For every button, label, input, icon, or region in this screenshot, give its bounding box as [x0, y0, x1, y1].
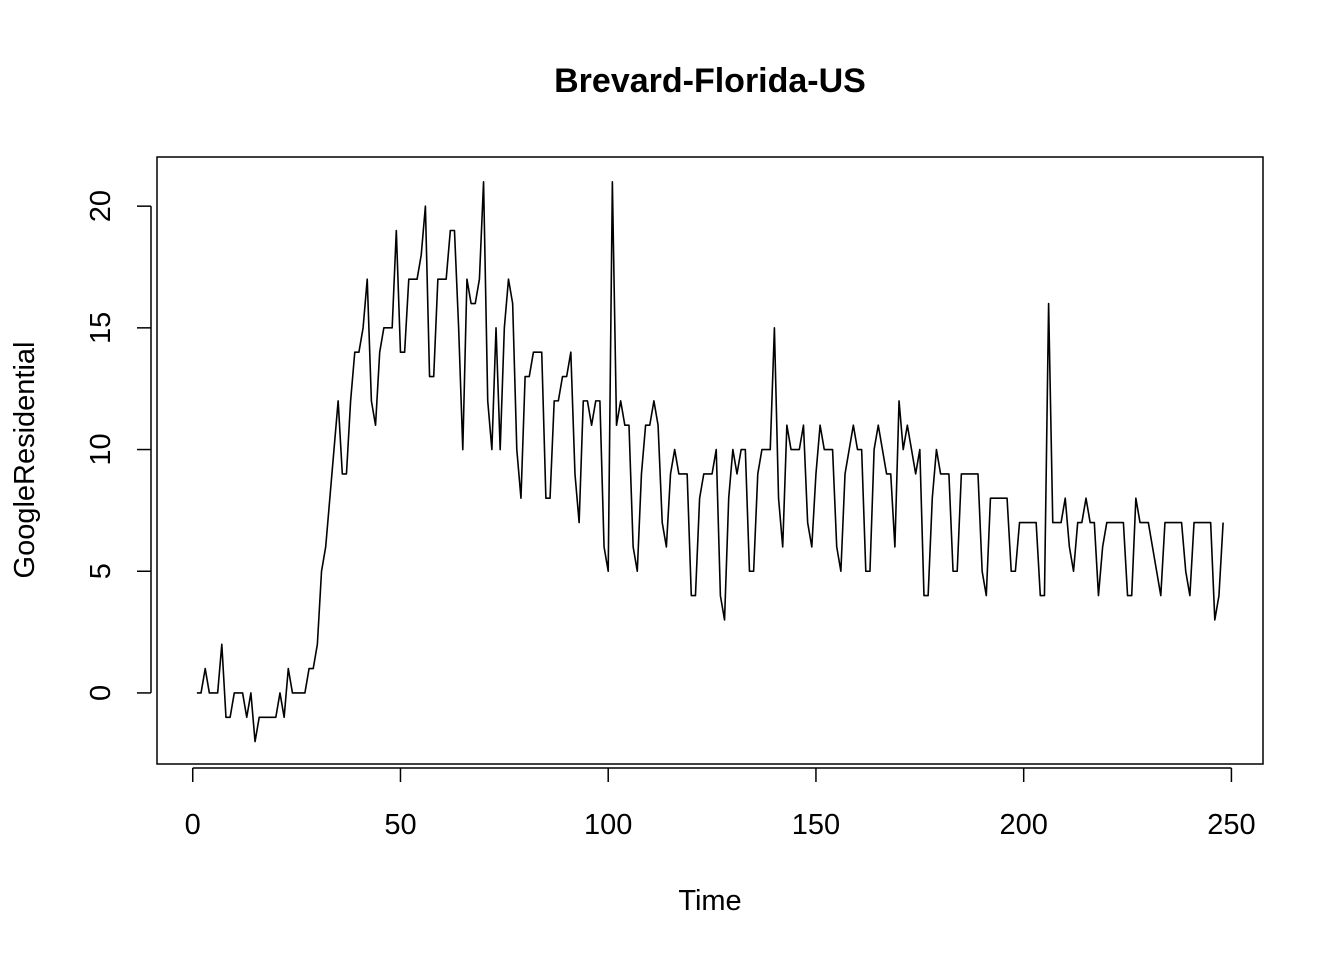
x-tick-label: 100 — [584, 809, 632, 841]
y-tick-label: 5 — [85, 563, 117, 579]
x-tick-label: 200 — [999, 809, 1047, 841]
y-tick-label: 0 — [85, 685, 117, 701]
plot-frame — [156, 156, 1264, 765]
y-axis: 0 5 10 15 20 — [85, 190, 152, 701]
y-axis-label: GoogleResidential — [9, 342, 41, 579]
series-line — [196, 181, 1224, 743]
y-tick-label: 20 — [85, 190, 117, 222]
chart-title: Brevard-Florida-US — [554, 62, 866, 100]
y-tick-label: 15 — [85, 312, 117, 344]
x-tick-label: 50 — [384, 809, 416, 841]
x-tick-label: 0 — [185, 809, 201, 841]
x-axis: 0 50 100 150 200 250 — [185, 767, 1256, 841]
y-tick-label: 10 — [85, 433, 117, 465]
x-tick-label: 250 — [1207, 809, 1255, 841]
x-axis-label: Time — [678, 885, 741, 917]
x-tick-label: 150 — [792, 809, 840, 841]
